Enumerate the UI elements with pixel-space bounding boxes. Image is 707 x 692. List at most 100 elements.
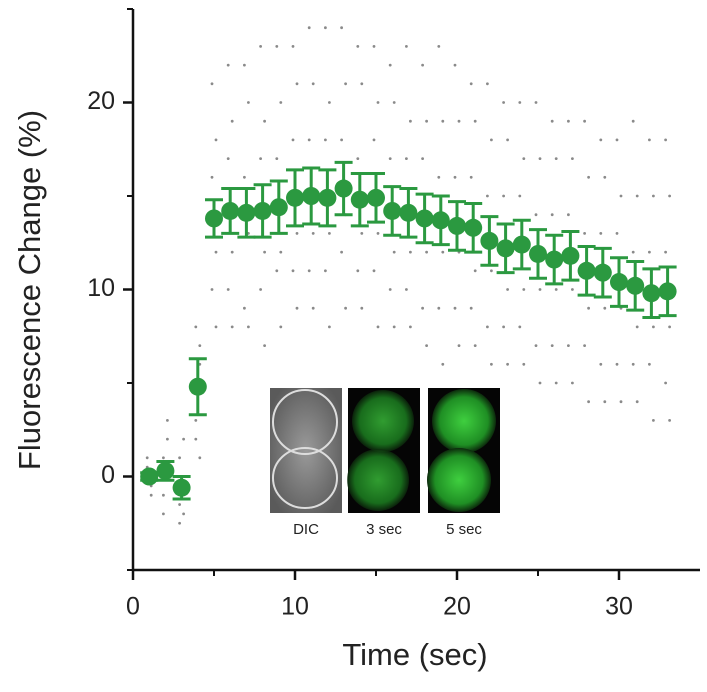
individual-point <box>603 400 607 404</box>
individual-point <box>405 157 408 161</box>
individual-point <box>518 194 522 198</box>
individual-point <box>178 456 182 460</box>
mean-point <box>415 209 434 228</box>
mean-point <box>156 461 175 480</box>
individual-point <box>437 45 441 48</box>
individual-point <box>360 232 364 235</box>
individual-point <box>226 157 230 161</box>
mean-point <box>286 188 304 207</box>
individual-point <box>425 344 428 347</box>
individual-point <box>372 138 376 142</box>
individual-point <box>344 82 347 86</box>
individual-point <box>502 101 505 104</box>
individual-point <box>631 250 635 254</box>
individual-point <box>550 119 554 123</box>
mean-point <box>545 250 564 269</box>
individual-point <box>279 250 283 254</box>
individual-point <box>226 63 230 67</box>
individual-point <box>599 138 603 142</box>
individual-point <box>506 138 509 142</box>
individual-point <box>538 288 542 291</box>
individual-point <box>372 45 376 48</box>
individual-point <box>473 269 477 273</box>
mean-point <box>431 211 450 230</box>
individual-point <box>279 101 283 104</box>
individual-point <box>668 194 671 198</box>
individual-point <box>263 250 266 254</box>
inset-label: 3 sec <box>366 521 402 538</box>
individual-point <box>356 157 360 161</box>
individual-point <box>388 63 392 67</box>
inset-label: DIC <box>293 521 319 538</box>
individual-point <box>534 344 538 347</box>
mean-point <box>172 478 191 497</box>
individual-point <box>441 250 445 254</box>
individual-point <box>571 157 574 161</box>
individual-point <box>652 419 655 422</box>
individual-point <box>635 325 639 329</box>
individual-point <box>550 213 554 217</box>
individual-point <box>162 493 165 497</box>
individual-point <box>214 325 218 329</box>
individual-point <box>194 325 198 329</box>
individual-point <box>194 437 198 441</box>
individual-point <box>473 119 477 123</box>
mean-point <box>399 203 418 222</box>
individual-point <box>518 101 522 104</box>
mean-point <box>496 239 515 258</box>
individual-point <box>421 63 424 67</box>
individual-point <box>230 250 234 254</box>
individual-point <box>210 82 214 86</box>
individual-point <box>230 119 234 123</box>
inset-cell <box>352 390 414 452</box>
individual-point <box>259 45 262 48</box>
individual-point <box>635 194 639 198</box>
individual-point <box>376 325 380 329</box>
y-axis-label: Fluorescence Change (%) <box>12 110 47 470</box>
individual-point <box>571 381 574 385</box>
individual-point <box>522 157 526 161</box>
individual-point <box>490 362 493 366</box>
individual-point <box>538 381 542 385</box>
individual-point <box>295 306 299 310</box>
individual-point <box>372 269 376 273</box>
individual-point <box>567 344 570 347</box>
inset-cell <box>347 449 409 511</box>
mean-point <box>334 179 353 198</box>
individual-point <box>534 213 538 217</box>
individual-point <box>453 175 457 179</box>
individual-point <box>166 419 169 422</box>
mean-point <box>658 282 677 301</box>
inset-cell <box>272 447 338 509</box>
mean-point <box>626 276 645 295</box>
individual-point <box>631 119 635 123</box>
mean-point <box>610 273 628 292</box>
individual-point <box>615 138 619 142</box>
individual-point <box>457 344 461 347</box>
individual-point <box>376 101 380 104</box>
individual-point <box>162 512 165 516</box>
individual-point <box>453 306 457 310</box>
mean-point <box>593 263 612 282</box>
individual-point <box>441 362 445 366</box>
individual-point <box>648 362 651 366</box>
individual-point <box>243 63 246 67</box>
mean-point <box>367 188 385 207</box>
individual-point <box>664 381 667 385</box>
individual-point <box>388 157 392 161</box>
individual-point <box>214 138 218 142</box>
individual-point <box>668 325 671 329</box>
individual-point <box>554 157 558 161</box>
individual-point <box>259 157 262 161</box>
individual-point <box>263 344 266 347</box>
inset-cell <box>272 389 338 455</box>
individual-point <box>486 194 489 198</box>
individual-point <box>567 213 570 217</box>
individual-point <box>356 269 360 273</box>
individual-point <box>437 306 441 310</box>
individual-point <box>311 306 315 310</box>
individual-point <box>522 362 526 366</box>
individual-point <box>583 119 586 123</box>
individual-point <box>210 288 214 291</box>
individual-point <box>198 456 202 460</box>
